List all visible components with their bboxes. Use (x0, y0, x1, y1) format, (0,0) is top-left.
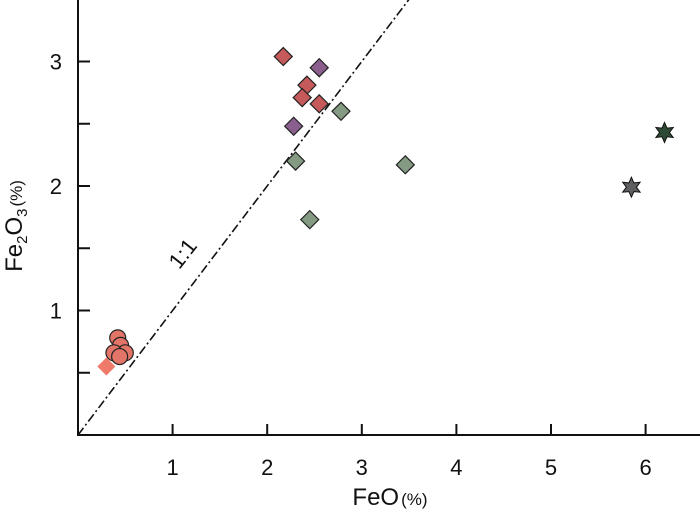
y-axis-title-mid: O (1, 217, 28, 236)
data-point-diamond (309, 93, 330, 114)
x-tick-label: 6 (639, 455, 651, 480)
data-point-diamond (331, 101, 351, 122)
x-tick-label: 5 (545, 455, 557, 480)
x-tick-label: 4 (450, 455, 462, 480)
y-tick-label: 1 (50, 299, 62, 324)
x-axis-title-text: FeO (352, 484, 399, 511)
reference-line-label: 1:1 (164, 234, 203, 273)
data-point-diamond (395, 154, 416, 175)
y-axis-title-base: Fe (1, 244, 28, 272)
data-point-diamond (97, 357, 116, 376)
y-axis-title-sub1: 2 (14, 236, 31, 244)
x-axis-unit: (%) (401, 490, 427, 509)
y-axis-title: Fe2O3 (%) (1, 180, 31, 272)
ticks: 1 2 3 4 5 6 1 2 3 (50, 50, 652, 481)
y-axis-unit: (%) (7, 180, 26, 206)
data-point-diamond (283, 116, 304, 137)
data-points (97, 46, 675, 376)
x-tick-label: 2 (261, 455, 273, 480)
x-tick-label: 1 (166, 455, 178, 480)
reference-line-1-1 (77, 0, 410, 436)
x-axis-title: FeO (%) (352, 484, 427, 511)
data-point-diamond (299, 209, 320, 230)
x-tick-label: 3 (356, 455, 368, 480)
data-point-diamond (309, 57, 330, 78)
data-point-star (621, 175, 642, 199)
data-point-star (654, 121, 675, 144)
data-point-diamond (273, 46, 294, 67)
y-tick-label: 2 (50, 174, 62, 199)
y-tick-label: 3 (50, 50, 62, 75)
data-point-circle (111, 347, 129, 366)
reference-line-layer (77, 0, 410, 436)
axes (77, 0, 700, 436)
y-axis-title-sub2: 3 (14, 209, 31, 217)
data-point-diamond (292, 87, 313, 108)
data-point-diamond (285, 151, 306, 171)
